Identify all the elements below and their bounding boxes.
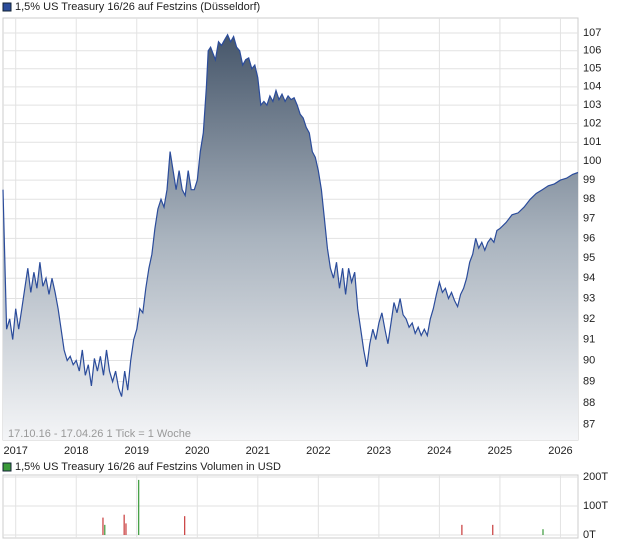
y-tick-label: 95	[583, 252, 595, 264]
y-tick-label: 101	[583, 136, 601, 148]
volume-bar	[542, 529, 544, 535]
y-tick-label: 0T	[583, 529, 596, 541]
x-tick-label: 2021	[246, 445, 270, 457]
x-tick-label: 2020	[185, 445, 209, 457]
y-tick-label: 100	[583, 155, 601, 167]
y-tick-label: 88	[583, 397, 595, 409]
y-tick-label: 102	[583, 117, 601, 129]
y-tick-label: 107	[583, 27, 601, 39]
x-tick-label: 2023	[367, 445, 391, 457]
volume-bar	[123, 514, 125, 535]
area-fill	[3, 34, 578, 440]
y-tick-label: 98	[583, 193, 595, 205]
x-tick-label: 2022	[306, 445, 330, 457]
volume-bar	[104, 524, 106, 535]
volume-bar	[492, 524, 494, 535]
legend-label: 1,5% US Treasury 16/26 auf Festzins (Düs…	[15, 1, 260, 13]
y-tick-label: 96	[583, 232, 595, 244]
y-tick-label: 89	[583, 376, 595, 388]
x-tick-label: 2026	[548, 445, 572, 457]
y-tick-label: 104	[583, 81, 601, 93]
y-tick-label: 91	[583, 334, 595, 346]
subtitle: 17.10.16 - 17.04.26 1 Tick = 1 Woche	[8, 428, 191, 440]
x-tick-label: 2025	[488, 445, 512, 457]
y-tick-label: 105	[583, 63, 601, 75]
volume-bar	[184, 516, 186, 535]
y-tick-label: 100T	[583, 500, 608, 512]
y-tick-label: 87	[583, 419, 595, 431]
volume-bar	[102, 517, 104, 535]
y-tick-label: 103	[583, 99, 601, 111]
y-tick-label: 93	[583, 292, 595, 304]
y-tick-label: 97	[583, 213, 595, 225]
y-tick-label: 99	[583, 174, 595, 186]
y-tick-label: 94	[583, 272, 595, 284]
volume-bar	[125, 523, 127, 535]
x-tick-label: 2019	[125, 445, 149, 457]
y-tick-label: 106	[583, 45, 601, 57]
x-tick-label: 2018	[64, 445, 88, 457]
volume-bar	[138, 479, 140, 535]
legend-label: 1,5% US Treasury 16/26 auf Festzins Volu…	[15, 461, 281, 473]
legend-swatch	[2, 462, 12, 472]
y-tick-label: 90	[583, 354, 595, 366]
x-tick-label: 2017	[3, 445, 27, 457]
price-line	[2, 33, 579, 397]
legend-swatch	[2, 2, 12, 12]
x-tick-label: 2024	[427, 445, 451, 457]
y-tick-label: 92	[583, 313, 595, 325]
y-tick-label: 200T	[583, 471, 608, 483]
volume-bar	[461, 524, 463, 535]
